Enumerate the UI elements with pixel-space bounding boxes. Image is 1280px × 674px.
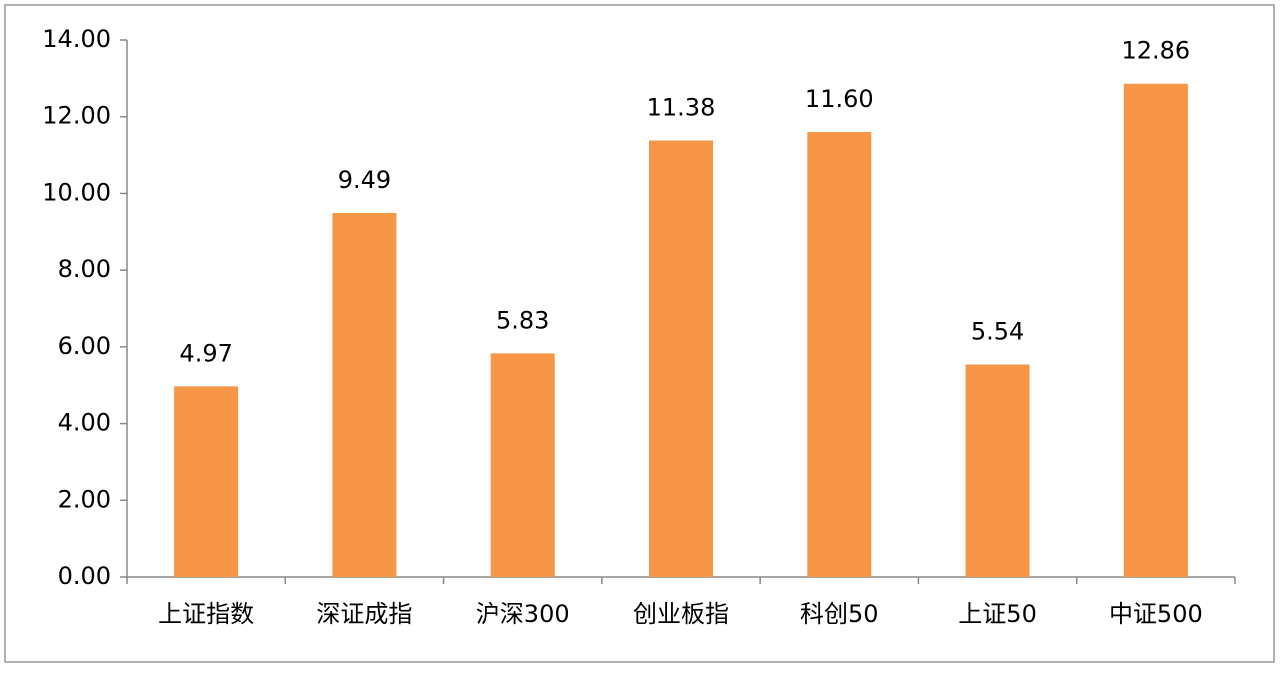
data-label: 4.97 bbox=[179, 339, 232, 367]
x-tick-label: 上证50 bbox=[958, 600, 1037, 628]
data-label: 5.54 bbox=[971, 318, 1024, 346]
y-tick-label: 8.00 bbox=[58, 255, 111, 283]
bar bbox=[332, 212, 397, 577]
data-label: 11.38 bbox=[647, 93, 716, 121]
data-label: 5.83 bbox=[496, 306, 549, 334]
y-tick-label: 2.00 bbox=[58, 485, 111, 513]
y-tick-label: 12.00 bbox=[42, 102, 111, 130]
data-label: 11.60 bbox=[805, 85, 874, 113]
data-label: 9.49 bbox=[338, 166, 391, 194]
y-tick-label: 14.00 bbox=[42, 25, 111, 53]
bar bbox=[174, 386, 239, 577]
x-tick-label: 中证500 bbox=[1109, 600, 1203, 628]
x-tick-label: 深证成指 bbox=[316, 600, 412, 628]
x-tick-label: 科创50 bbox=[800, 600, 879, 628]
data-label: 12.86 bbox=[1121, 37, 1190, 65]
y-tick-label: 4.00 bbox=[58, 409, 111, 437]
y-tick-label: 0.00 bbox=[58, 562, 111, 590]
bar bbox=[490, 353, 555, 577]
bar bbox=[807, 132, 872, 578]
y-tick-label: 10.00 bbox=[42, 178, 111, 206]
y-tick-label: 6.00 bbox=[58, 332, 111, 360]
x-tick-label: 创业板指 bbox=[633, 600, 729, 628]
x-tick-label: 沪深300 bbox=[476, 600, 570, 628]
bar bbox=[965, 364, 1030, 577]
bar bbox=[1123, 83, 1188, 577]
x-tick-label: 上证指数 bbox=[158, 600, 254, 628]
bar bbox=[649, 140, 713, 577]
